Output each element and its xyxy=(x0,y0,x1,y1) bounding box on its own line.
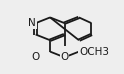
Text: O: O xyxy=(60,52,69,62)
Text: OCH3: OCH3 xyxy=(79,47,109,57)
Text: N: N xyxy=(28,18,36,28)
Text: O: O xyxy=(31,52,40,62)
